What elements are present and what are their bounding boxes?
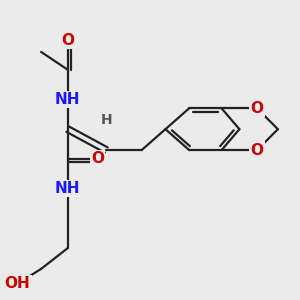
Text: OH: OH xyxy=(4,276,30,291)
Text: NH: NH xyxy=(55,92,80,107)
Text: NH: NH xyxy=(55,181,80,196)
Text: O: O xyxy=(251,142,264,158)
Text: O: O xyxy=(91,152,104,166)
Text: O: O xyxy=(251,101,264,116)
Text: O: O xyxy=(61,32,74,47)
Text: H: H xyxy=(100,113,112,127)
